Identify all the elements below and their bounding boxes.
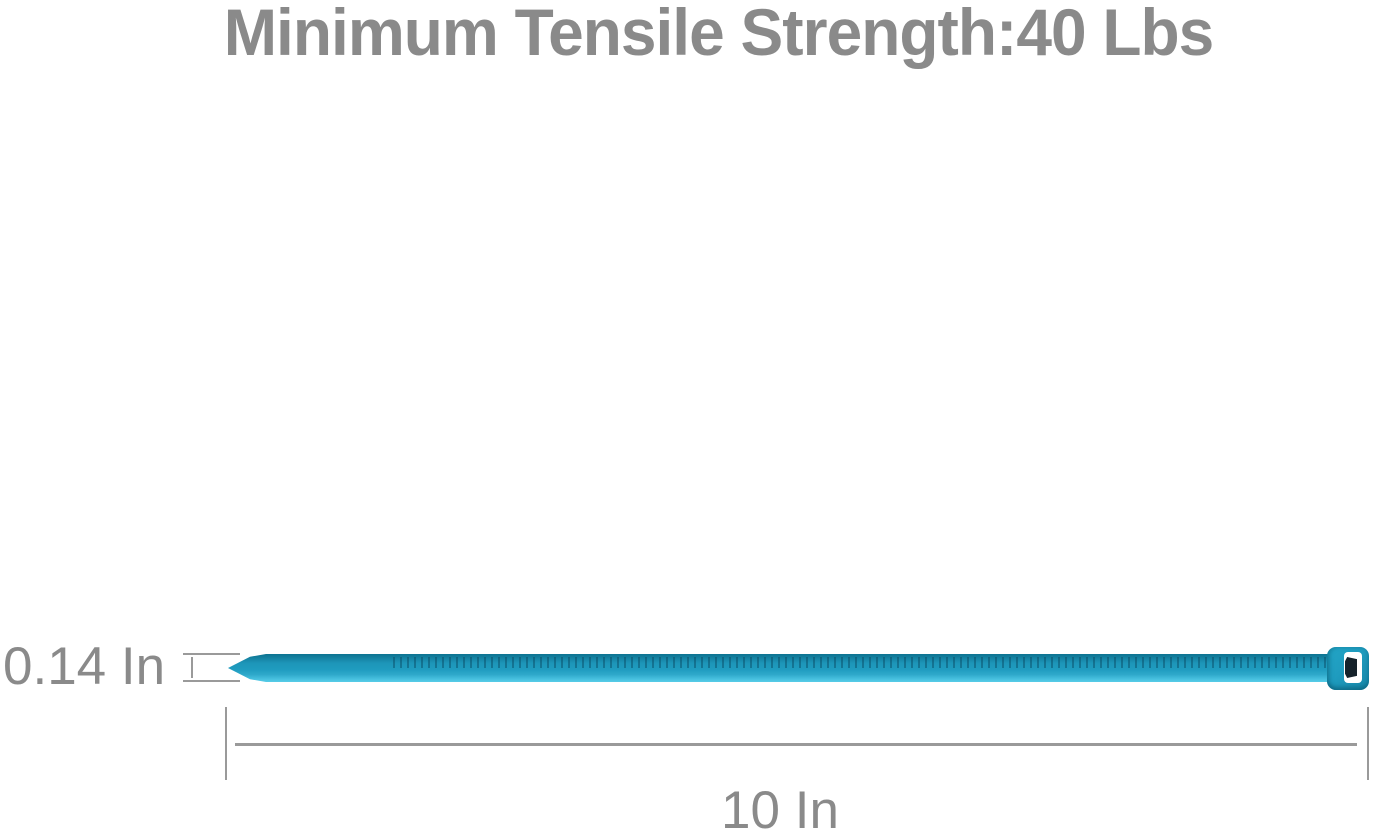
cable-tie-strap <box>228 654 1331 682</box>
cable-tie-head <box>1327 647 1369 690</box>
width-dimension-label: 0.14 In <box>3 637 166 696</box>
length-dimension-left-tick <box>225 707 227 780</box>
length-dimension-right-tick <box>1367 707 1369 780</box>
length-dimension-line <box>235 743 1357 746</box>
width-bracket-bottom-line <box>183 680 240 682</box>
cable-tie-head-slot <box>1344 652 1362 683</box>
cable-tie-pawl <box>1345 657 1357 678</box>
cable-tie-teeth-texture <box>393 657 1331 668</box>
tensile-strength-title: Minimum Tensile Strength:40 Lbs <box>223 0 1215 69</box>
width-bracket-tick <box>191 657 193 678</box>
length-dimension-label: 10 In <box>721 781 839 833</box>
width-bracket-top-line <box>183 653 240 655</box>
